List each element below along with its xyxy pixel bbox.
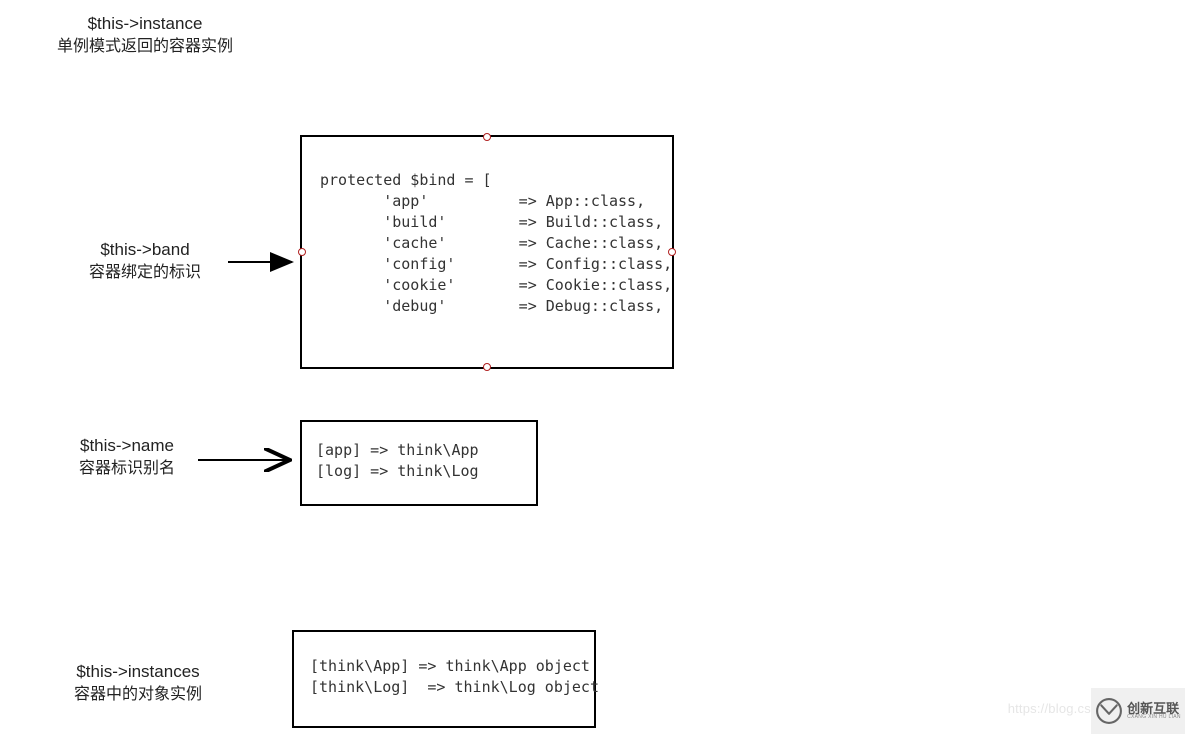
brand-logo-text-en: CXANG XIN HU LIAN [1127, 715, 1181, 720]
brand-logo: 创新互联 CXANG XIN HU LIAN [1091, 688, 1185, 734]
brand-logo-icon [1095, 697, 1123, 725]
arrow-name-to-namebox-icon [0, 0, 1185, 734]
